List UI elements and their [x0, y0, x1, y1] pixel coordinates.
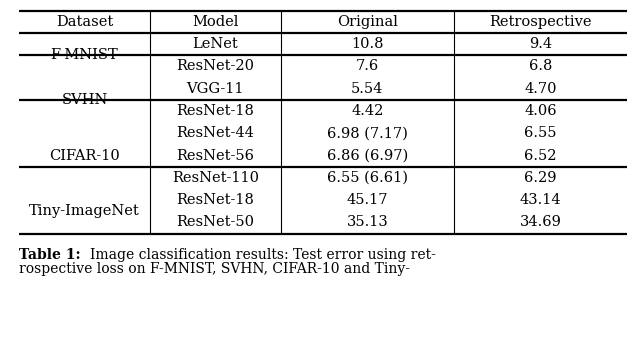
Text: 6.55: 6.55: [524, 126, 557, 140]
Text: ResNet-20: ResNet-20: [176, 59, 254, 73]
Text: VGG-11: VGG-11: [186, 82, 244, 96]
Text: ResNet-44: ResNet-44: [177, 126, 254, 140]
Text: SVHN: SVHN: [61, 93, 108, 107]
Text: Tiny-ImageNet: Tiny-ImageNet: [29, 204, 140, 218]
Text: ResNet-18: ResNet-18: [177, 104, 254, 118]
Text: 4.06: 4.06: [524, 104, 557, 118]
Text: ResNet-56: ResNet-56: [176, 149, 254, 162]
Text: 43.14: 43.14: [520, 193, 561, 207]
Text: Table 1:: Table 1:: [19, 248, 86, 262]
Text: 4.70: 4.70: [524, 82, 557, 96]
Text: ResNet-50: ResNet-50: [176, 216, 254, 229]
Text: 6.86 (6.97): 6.86 (6.97): [326, 149, 408, 162]
Text: 7.6: 7.6: [356, 59, 379, 73]
Text: 6.52: 6.52: [524, 149, 557, 162]
Text: 45.17: 45.17: [346, 193, 388, 207]
Text: 6.55 (6.61): 6.55 (6.61): [327, 171, 408, 185]
Text: rospective loss on F-MNIST, SVHN, CIFAR-10 and Tiny-: rospective loss on F-MNIST, SVHN, CIFAR-…: [19, 262, 410, 276]
Text: CIFAR-10: CIFAR-10: [49, 149, 120, 162]
Text: Image classification results: Test error using ret-: Image classification results: Test error…: [90, 248, 436, 262]
Text: Retrospective: Retrospective: [490, 15, 592, 29]
Text: ResNet-18: ResNet-18: [177, 193, 254, 207]
Text: ResNet-110: ResNet-110: [172, 171, 259, 185]
Text: LeNet: LeNet: [193, 37, 238, 51]
Text: 10.8: 10.8: [351, 37, 383, 51]
Text: Dataset: Dataset: [56, 15, 113, 29]
Text: 5.54: 5.54: [351, 82, 383, 96]
Text: Model: Model: [192, 15, 239, 29]
Text: Original: Original: [337, 15, 397, 29]
Text: 35.13: 35.13: [346, 216, 388, 229]
Text: 34.69: 34.69: [520, 216, 561, 229]
Text: 6.29: 6.29: [524, 171, 557, 185]
Text: F-MNIST: F-MNIST: [51, 48, 118, 62]
Text: 4.42: 4.42: [351, 104, 383, 118]
Text: 9.4: 9.4: [529, 37, 552, 51]
Text: 6.8: 6.8: [529, 59, 552, 73]
Text: 6.98 (7.17): 6.98 (7.17): [327, 126, 408, 140]
